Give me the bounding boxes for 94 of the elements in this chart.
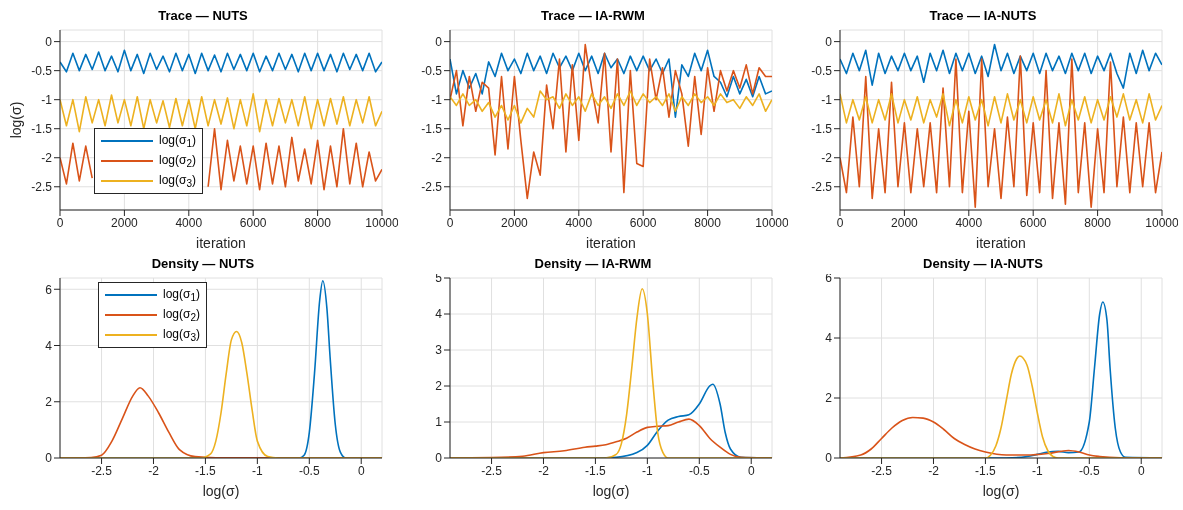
x-tick-label: -0.5 xyxy=(298,463,320,478)
legend-label: log(σ$_{1}$) xyxy=(163,286,200,304)
line-series xyxy=(450,43,772,200)
x-tick-label: 6000 xyxy=(629,215,657,230)
y-tick-label: -2.5 xyxy=(31,180,53,195)
x-axis-title: log(σ) xyxy=(982,483,1020,499)
x-tick-label: -2 xyxy=(148,463,160,478)
y-tick-label: -0.5 xyxy=(811,63,833,78)
x-axis-title: log(σ) xyxy=(202,483,240,499)
y-tick-label: 3 xyxy=(435,343,443,358)
x-tick-label: 8000 xyxy=(1084,215,1112,230)
y-tick-label: 1 xyxy=(435,415,443,430)
y-tick-label: -1.5 xyxy=(811,121,833,136)
x-tick-label: 4000 xyxy=(565,215,593,230)
x-tick-label: -2.5 xyxy=(91,463,113,478)
x-tick-label: -1.5 xyxy=(975,463,997,478)
line-series xyxy=(60,49,382,75)
y-tick-label: 4 xyxy=(435,307,443,322)
y-tick-label: 4 xyxy=(825,331,833,346)
y-tick-label: 0 xyxy=(435,34,443,49)
legend-label: log(σ$_{3}$) xyxy=(163,326,200,344)
y-tick-label: -1 xyxy=(41,92,53,107)
chart-title: Density — IA-NUTS xyxy=(923,256,1043,271)
x-tick-label: -2 xyxy=(928,463,940,478)
x-tick-label: 6000 xyxy=(239,215,267,230)
x-tick-label: 10000 xyxy=(755,215,790,230)
x-tick-label: 2000 xyxy=(111,215,139,230)
x-tick-label: 4000 xyxy=(955,215,983,230)
y-tick-label: -2.5 xyxy=(421,180,443,195)
y-tick-label: -0.5 xyxy=(31,63,53,78)
y-tick-label: 0 xyxy=(825,451,833,466)
x-tick-label: -0.5 xyxy=(1078,463,1100,478)
y-tick-label: 6 xyxy=(45,282,53,297)
y-tick-label: 2 xyxy=(45,395,53,410)
x-tick-label: -2 xyxy=(538,463,550,478)
x-tick-label: 0 xyxy=(446,215,454,230)
legend-label: log(σ$_{1}$) xyxy=(159,132,196,150)
x-tick-label: 4000 xyxy=(175,215,203,230)
chart-title: Trace — IA-RWM xyxy=(540,8,646,25)
line-series xyxy=(840,93,1162,127)
chart-title: Density — NUTS xyxy=(150,256,256,273)
x-tick-label: 8000 xyxy=(694,215,722,230)
y-tick-label: -1.5 xyxy=(421,121,443,136)
y-tick-label: -0.5 xyxy=(421,63,443,78)
line-series xyxy=(450,90,772,124)
x-tick-label: -1.5 xyxy=(585,463,607,478)
x-tick-label: -1 xyxy=(252,463,264,478)
x-tick-label: 2000 xyxy=(891,215,919,230)
y-tick-label: 0 xyxy=(45,451,53,466)
x-tick-label: 0 xyxy=(1137,463,1145,478)
x-tick-label: -2.5 xyxy=(481,463,503,478)
y-tick-label: -2.5 xyxy=(811,180,833,195)
x-tick-label: -1.5 xyxy=(195,463,217,478)
x-tick-label: 0 xyxy=(56,215,64,230)
y-tick-label: -1.5 xyxy=(31,121,53,136)
x-tick-label: -2.5 xyxy=(871,463,893,478)
y-tick-label: 0 xyxy=(45,34,53,49)
x-tick-label: -1 xyxy=(1032,463,1044,478)
line-series xyxy=(840,43,1162,89)
x-axis-title: iteration xyxy=(586,235,636,251)
y-tick-label: -1 xyxy=(821,92,833,107)
x-tick-label: -1 xyxy=(642,463,654,478)
y-tick-label: -2 xyxy=(821,151,833,165)
x-tick-label: 0 xyxy=(747,463,755,478)
chart-title: Trace — NUTS xyxy=(157,8,249,25)
x-tick-label: 0 xyxy=(357,463,365,478)
y-tick-label: 0 xyxy=(435,451,443,466)
y-tick-label: -1 xyxy=(431,92,443,107)
y-tick-label: 4 xyxy=(45,338,53,353)
y-tick-label: 2 xyxy=(435,379,443,394)
x-tick-label: 10000 xyxy=(365,215,400,230)
x-tick-label: 10000 xyxy=(1145,215,1180,230)
y-tick-label: -2 xyxy=(41,151,53,165)
x-axis-title: iteration xyxy=(196,235,246,251)
x-tick-label: 2000 xyxy=(501,215,529,230)
chart-title: Density — IA-RWM xyxy=(534,256,652,271)
legend-label: log(σ$_{2}$) xyxy=(163,306,200,324)
y-tick-label: 5 xyxy=(435,271,443,286)
x-tick-label: 6000 xyxy=(1019,215,1047,230)
legend-label: log(σ$_{3}$) xyxy=(159,172,196,190)
chart-title: Trace — IA-NUTS xyxy=(928,8,1038,25)
line-series xyxy=(450,49,772,118)
y-tick-label: 2 xyxy=(825,391,833,406)
y-axis-title: log(σ) xyxy=(7,101,24,139)
y-tick-label: -2 xyxy=(431,151,443,165)
x-axis-title: log(σ) xyxy=(592,483,630,499)
x-axis-title: iteration xyxy=(976,235,1026,251)
legend-label: log(σ$_{2}$) xyxy=(159,152,196,170)
x-tick-label: 8000 xyxy=(304,215,332,230)
y-tick-label: 6 xyxy=(825,271,833,286)
y-tick-label: 0 xyxy=(825,34,833,49)
x-tick-label: 0 xyxy=(836,215,844,230)
line-series xyxy=(60,93,382,133)
x-tick-label: -0.5 xyxy=(688,463,710,478)
